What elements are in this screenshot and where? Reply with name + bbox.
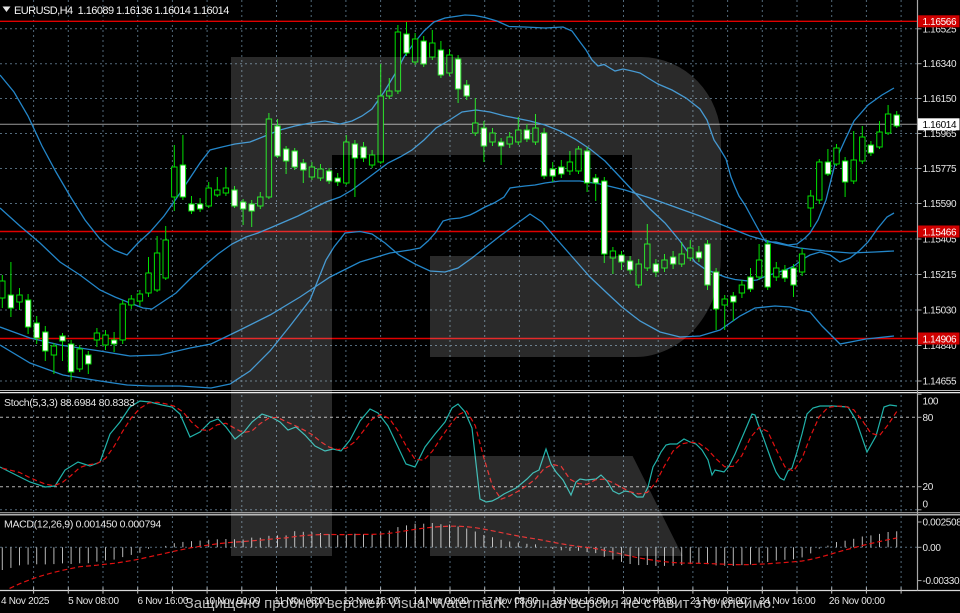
svg-text:1.14840: 1.14840 [923,341,957,352]
svg-text:10 Nov 00:00: 10 Nov 00:00 [204,596,261,607]
svg-text:-0.003301: -0.003301 [923,576,960,587]
svg-text:0.00: 0.00 [923,543,942,554]
svg-text:18 Nov 16:00: 18 Nov 16:00 [551,596,608,607]
svg-text:4 Nov 2025: 4 Nov 2025 [1,596,50,607]
svg-text:20: 20 [923,482,934,493]
svg-text:1.15215: 1.15215 [923,270,957,281]
svg-text:Stoch(5,3,3) 88.6984 80.8383: Stoch(5,3,3) 88.6984 80.8383 [4,397,135,409]
svg-text:14 Nov 00:00: 14 Nov 00:00 [412,596,469,607]
svg-text:20 Nov 00:00: 20 Nov 00:00 [621,596,678,607]
svg-text:1.15030: 1.15030 [923,306,957,317]
svg-text:EURUSD,H4 1.16089 1.16136 1.1: EURUSD,H4 1.16089 1.16136 1.16014 1.1601… [14,5,229,17]
svg-text:26 Nov 00:00: 26 Nov 00:00 [829,596,886,607]
svg-text:11 Nov 08:00: 11 Nov 08:00 [274,596,330,607]
svg-text:1.16014: 1.16014 [923,120,957,131]
svg-text:1.14906: 1.14906 [923,334,957,345]
svg-text:6 Nov 16:00: 6 Nov 16:00 [137,596,188,607]
svg-text:5 Nov 08:00: 5 Nov 08:00 [68,596,119,607]
svg-text:1.16525: 1.16525 [923,24,957,35]
svg-text:1.16566: 1.16566 [923,17,957,28]
svg-text:1.15466: 1.15466 [923,227,957,238]
svg-text:0.002508: 0.002508 [923,518,960,529]
svg-text:0: 0 [923,500,929,511]
svg-text:17 Nov 08:00: 17 Nov 08:00 [482,596,539,607]
svg-text:80: 80 [923,413,934,424]
svg-text:1.15590: 1.15590 [923,199,957,210]
svg-text:1.14655: 1.14655 [923,377,957,388]
svg-text:100: 100 [923,397,939,408]
svg-text:Защищено пробной версией Visua: Защищено пробной версией Visual Watermar… [185,595,776,612]
svg-text:1.15775: 1.15775 [923,164,957,175]
svg-text:1.15965: 1.15965 [923,129,957,140]
svg-text:1.16150: 1.16150 [923,94,957,105]
svg-text:24 Nov 16:00: 24 Nov 16:00 [759,596,816,607]
svg-text:MACD(12,26,9) 0.001450 0.00079: MACD(12,26,9) 0.001450 0.000794 [4,519,162,531]
svg-text:21 Nov 08:00: 21 Nov 08:00 [690,596,747,607]
svg-text:1.15405: 1.15405 [923,235,957,246]
svg-text:1.16340: 1.16340 [923,59,957,70]
svg-text:12 Nov 16:00: 12 Nov 16:00 [343,596,400,607]
